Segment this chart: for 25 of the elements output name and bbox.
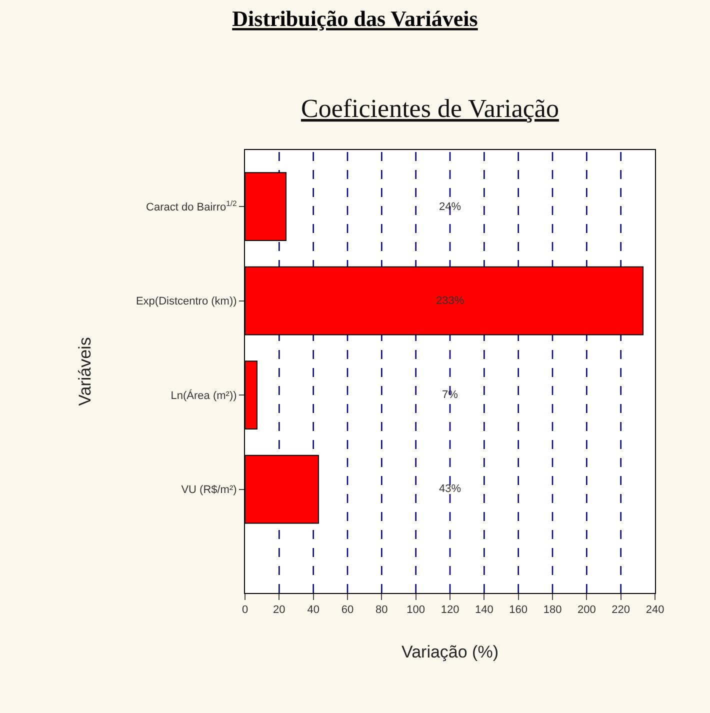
x-tick-label: 180 <box>543 604 562 616</box>
x-tick-label: 20 <box>273 604 286 616</box>
data-label: 24% <box>439 201 462 213</box>
x-tick-label: 0 <box>242 604 248 616</box>
y-tick-label: Ln(Área (m²)) <box>170 388 237 402</box>
y-tick-label: Caract do Bairro$^{1/2}$ <box>146 198 237 214</box>
x-tick-label: 80 <box>376 604 388 616</box>
data-label: 233% <box>436 295 464 307</box>
x-tick-label: 240 <box>646 604 664 616</box>
chart-subtitle: Coeficientes de Variação <box>301 94 559 123</box>
x-axis-title: Variação (%) <box>402 642 498 662</box>
x-tick-label: 100 <box>406 604 426 616</box>
y-tick-label: VU (R$/m²) <box>181 484 237 496</box>
y-axis-title: Variáveis <box>76 337 95 406</box>
x-tick-label: 40 <box>307 604 320 616</box>
x-tick-label: 60 <box>341 604 354 616</box>
chart-title: Distribuição das Variáveis <box>232 6 478 32</box>
x-tick-label: 140 <box>474 604 494 616</box>
x-tick-label: 200 <box>577 604 596 616</box>
x-tick-label: 160 <box>509 604 528 616</box>
data-label: 43% <box>439 483 462 495</box>
data-label: 7% <box>442 389 458 401</box>
x-tick-label: 120 <box>440 604 460 616</box>
y-tick-label: Exp(Distcentro (km)) <box>136 296 237 308</box>
x-tick-label: 220 <box>612 604 630 616</box>
